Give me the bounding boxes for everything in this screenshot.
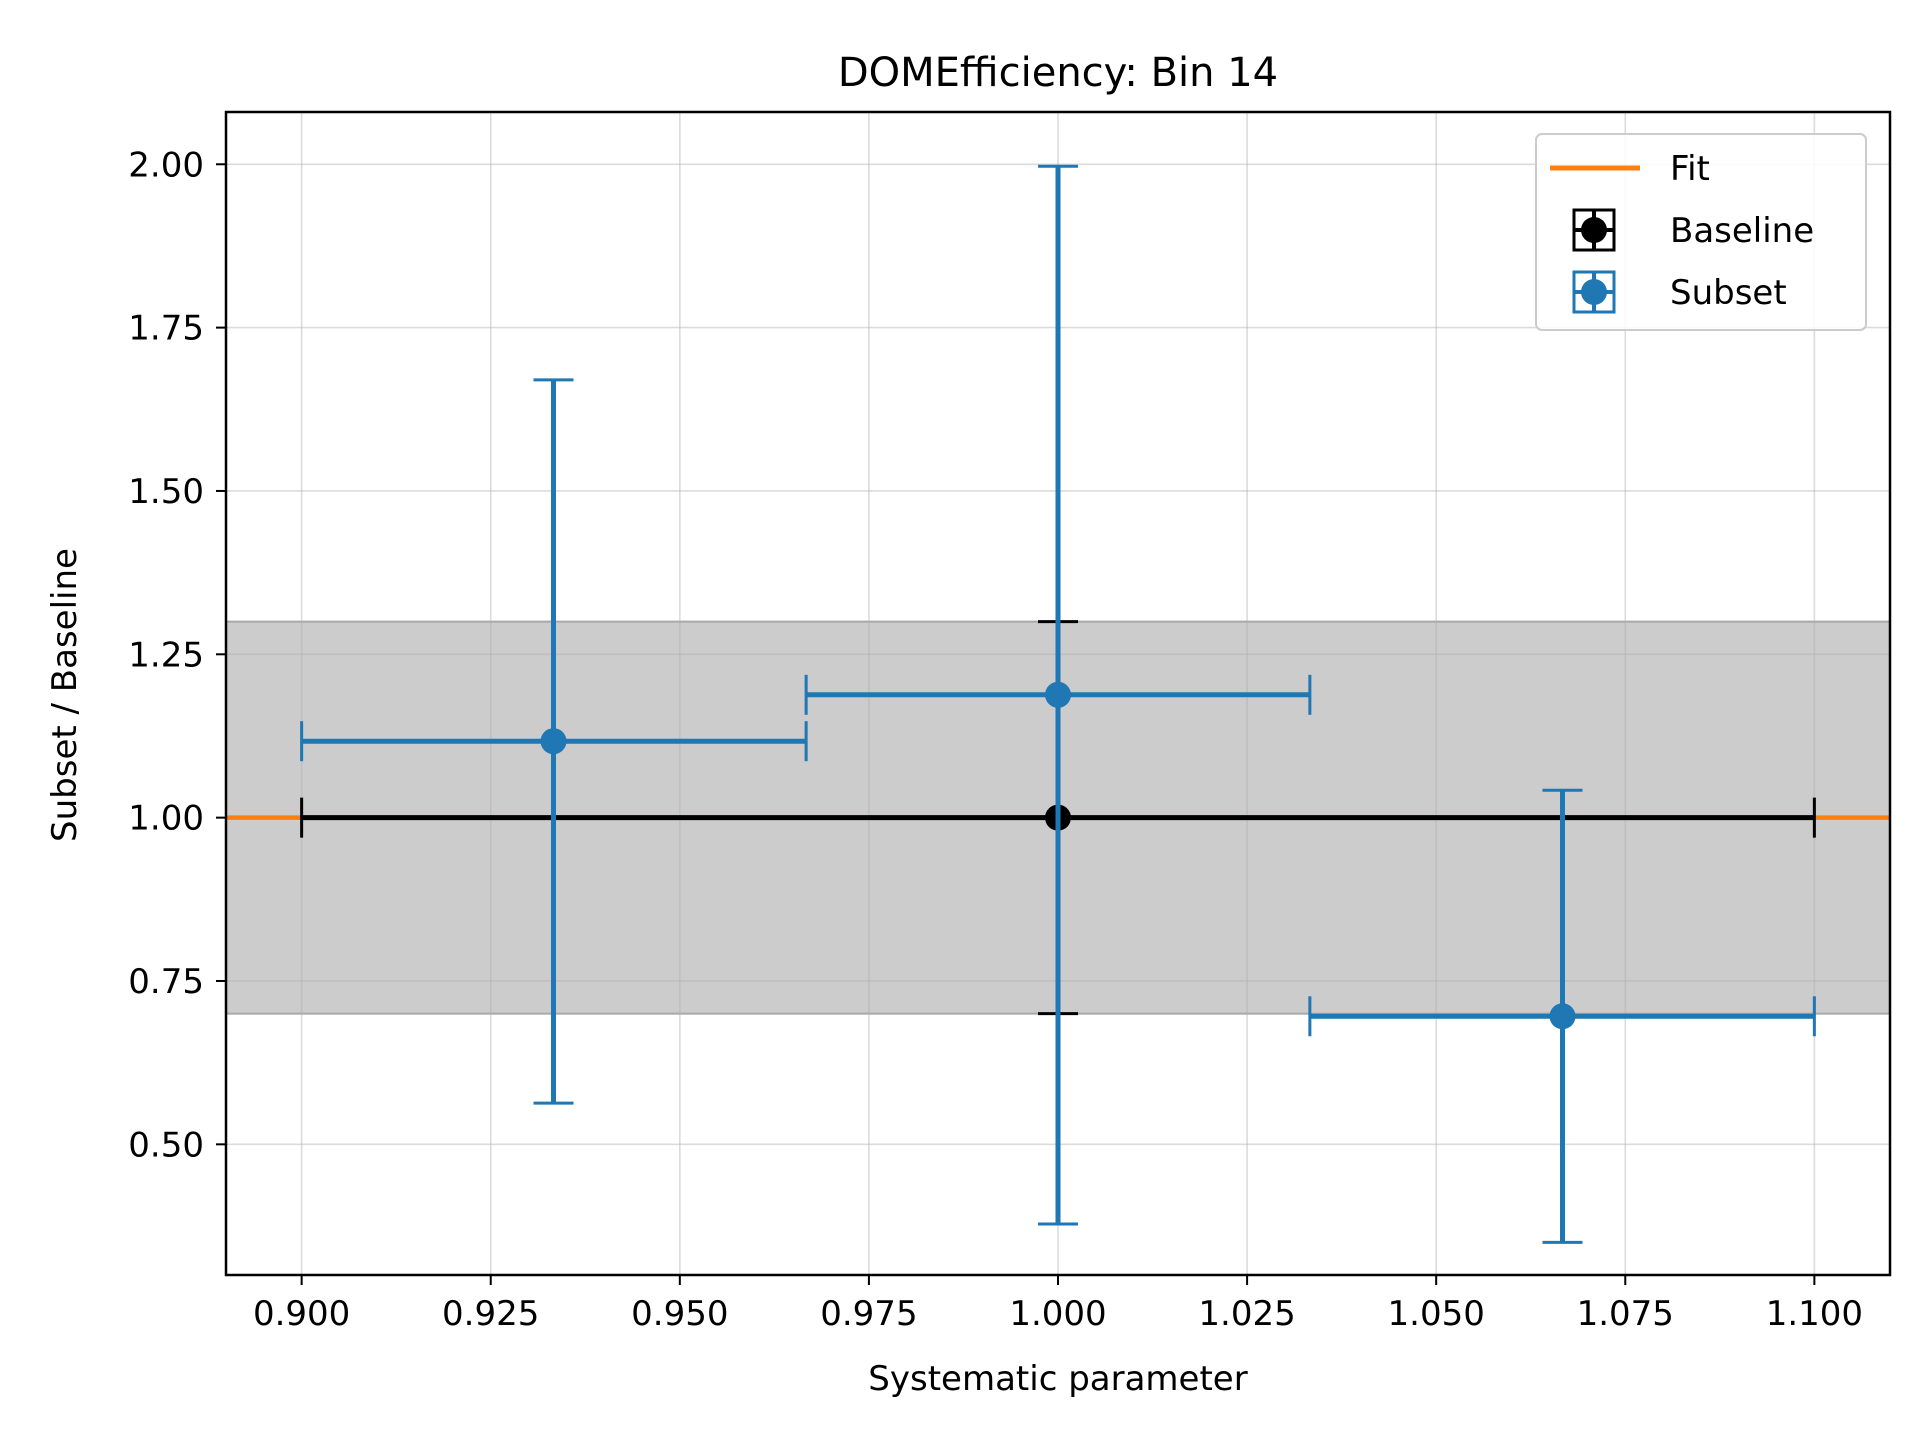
y-tick-label-3: 1.25	[128, 635, 204, 675]
legend-label-baseline: Baseline	[1670, 211, 1814, 251]
legend-box	[1535, 133, 1867, 331]
x-tick-label-3: 0.975	[820, 1294, 917, 1334]
x-tick-label-7: 1.075	[1577, 1294, 1674, 1334]
subset-0-point	[540, 728, 567, 755]
x-tick-label-5: 1.025	[1198, 1294, 1295, 1334]
legend-key-baseline-marker	[1581, 217, 1607, 243]
x-tick-label-4: 1.000	[1009, 1294, 1106, 1334]
data-layer	[226, 164, 1890, 1244]
y-axis-label: Subset / Baseline	[45, 548, 85, 842]
x-tick-label-1: 0.925	[442, 1294, 539, 1334]
subset-2-point	[1549, 1003, 1576, 1030]
chart-title: DOMEfficiency: Bin 14	[838, 50, 1278, 96]
legend-label-fit: Fit	[1670, 149, 1710, 189]
y-tick-label-6: 2.00	[128, 145, 204, 185]
y-tick-label-2: 1.00	[128, 799, 204, 839]
y-tick-label-0: 0.50	[128, 1125, 204, 1165]
legend-label-subset: Subset	[1670, 273, 1787, 313]
x-tick-label-2: 0.950	[631, 1294, 728, 1334]
y-tick-label-1: 0.75	[128, 962, 204, 1002]
x-tick-label-6: 1.050	[1388, 1294, 1485, 1334]
x-tick-label-8: 1.100	[1766, 1294, 1863, 1334]
y-tick-label-4: 1.50	[128, 472, 204, 512]
legend-key-subset-marker	[1581, 279, 1607, 305]
subset-1-point	[1045, 681, 1071, 708]
x-tick-label-0: 0.900	[253, 1294, 350, 1334]
legend: Fit Baseline Subset	[1535, 133, 1867, 331]
y-tick-label-5: 1.75	[128, 309, 204, 349]
x-axis-label: Systematic parameter	[868, 1359, 1247, 1399]
